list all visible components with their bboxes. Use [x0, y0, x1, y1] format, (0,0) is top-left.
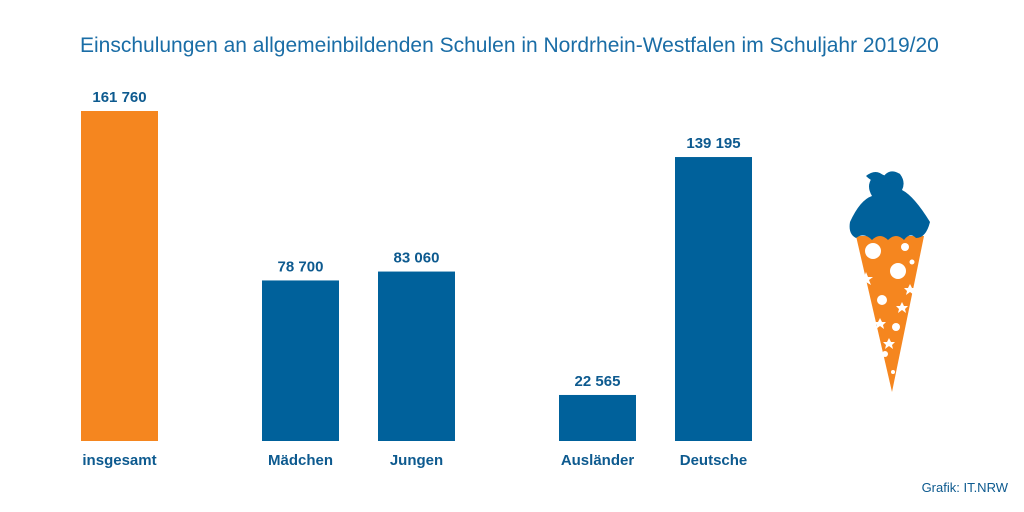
value-label-1: 161 760	[92, 89, 146, 106]
bar-1	[81, 111, 158, 441]
value-label-3: 83 060	[394, 250, 440, 267]
category-label-3: Jungen	[390, 452, 443, 469]
source-credit: Grafik: IT.NRW	[922, 480, 1009, 495]
bar-4	[559, 394, 636, 441]
bars-group: 161 760 insgesamt 78 700 Mädchen 83 060 Junge…	[81, 89, 752, 469]
chart-title: Einschulungen an allgemeinbildenden Schu…	[80, 34, 939, 57]
value-label-2: 78 700	[278, 258, 324, 275]
bar-2	[262, 280, 339, 441]
bar-5	[675, 157, 752, 441]
value-label-5: 139 195	[686, 135, 740, 152]
category-label-4: Ausländer	[561, 452, 635, 469]
schultuete-icon	[849, 171, 930, 392]
category-label-1: insgesamt	[82, 452, 156, 469]
category-label-2: Mädchen	[268, 452, 333, 469]
category-label-5: Deutsche	[680, 452, 748, 469]
bar-3	[378, 271, 455, 441]
value-label-4: 22 565	[575, 373, 621, 390]
